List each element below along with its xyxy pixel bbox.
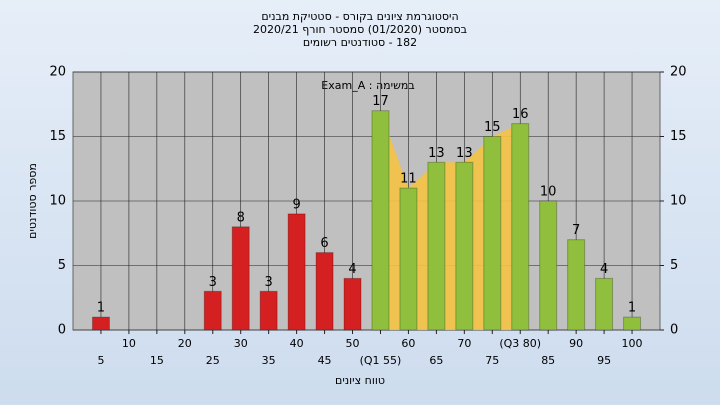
bar bbox=[399, 188, 417, 330]
bar bbox=[371, 110, 389, 330]
x-tick-label: 90 bbox=[569, 337, 583, 350]
bar-shade bbox=[623, 316, 642, 331]
data-label: 4 bbox=[348, 262, 356, 277]
bar bbox=[567, 239, 585, 330]
bar-shade bbox=[595, 277, 614, 331]
bar-shade bbox=[287, 213, 306, 331]
data-label: 6 bbox=[320, 236, 328, 251]
data-label: 13 bbox=[428, 146, 445, 161]
bar bbox=[92, 317, 110, 330]
x-tick-label: 75 bbox=[485, 354, 499, 367]
y-tick-label: 0 bbox=[58, 323, 66, 338]
x-tick-label: 10 bbox=[122, 337, 136, 350]
x-axis-label: טווח ציונים bbox=[335, 374, 385, 387]
data-label: 11 bbox=[400, 172, 417, 187]
bar-shade bbox=[203, 290, 222, 331]
x-tick-label: (Q1 55) bbox=[360, 354, 402, 367]
bar-shade bbox=[511, 123, 530, 331]
x-tick-label: (Q3 80) bbox=[499, 337, 541, 350]
bar bbox=[483, 136, 501, 330]
x-tick-label: 40 bbox=[290, 337, 304, 350]
data-label: 9 bbox=[292, 197, 300, 212]
x-tick-label: 85 bbox=[541, 354, 555, 367]
y2-tick-label: 15 bbox=[670, 129, 687, 144]
y2-tick-label: 10 bbox=[670, 194, 687, 209]
bar bbox=[427, 162, 445, 330]
x-tick-label: 20 bbox=[178, 337, 192, 350]
chart-title: היסטוגרמת ציונים בקורס - סטטיקת מבנים bbox=[261, 10, 458, 23]
x-tick-label: 45 bbox=[318, 354, 332, 367]
bar bbox=[260, 291, 278, 330]
bar-shade bbox=[231, 226, 250, 331]
x-tick-label: 30 bbox=[234, 337, 248, 350]
bar bbox=[595, 278, 613, 330]
bar-shade bbox=[399, 187, 418, 331]
x-tick-label: 100 bbox=[622, 337, 643, 350]
bar bbox=[623, 317, 641, 330]
y-tick-label: 10 bbox=[49, 194, 66, 209]
y-axis-label: מספר סטודנטים bbox=[26, 163, 39, 239]
annotation: במשימה : Exam_A bbox=[321, 79, 414, 92]
y-tick-label: 20 bbox=[49, 65, 66, 80]
bar-shade bbox=[371, 110, 390, 331]
data-label: 3 bbox=[265, 275, 273, 290]
bar-shade bbox=[455, 161, 474, 331]
bar-shade bbox=[91, 316, 110, 331]
data-label: 17 bbox=[372, 94, 389, 109]
data-label: 16 bbox=[512, 107, 529, 122]
x-tick-label: 65 bbox=[429, 354, 443, 367]
bar bbox=[539, 201, 557, 330]
x-tick-label: 35 bbox=[262, 354, 276, 367]
bar bbox=[232, 226, 250, 330]
data-label: 7 bbox=[572, 223, 580, 238]
bar bbox=[344, 278, 362, 330]
bar bbox=[288, 213, 306, 330]
data-label: 13 bbox=[456, 146, 473, 161]
y2-tick-label: 0 bbox=[670, 323, 678, 338]
bar-shade bbox=[567, 239, 586, 331]
y2-tick-label: 5 bbox=[670, 258, 678, 273]
bar-shade bbox=[427, 161, 446, 331]
bar-shade bbox=[539, 200, 558, 331]
bar bbox=[511, 123, 529, 330]
data-label: 1 bbox=[97, 301, 105, 316]
bar-shade bbox=[315, 252, 334, 331]
y2-tick-label: 20 bbox=[670, 65, 687, 80]
x-tick-label: 95 bbox=[597, 354, 611, 367]
data-label: 4 bbox=[600, 262, 608, 277]
bar bbox=[204, 291, 222, 330]
data-label: 10 bbox=[540, 185, 557, 200]
y-tick-label: 5 bbox=[58, 258, 66, 273]
data-label: 8 bbox=[237, 210, 245, 225]
bar bbox=[316, 252, 334, 330]
x-tick-label: 70 bbox=[457, 337, 471, 350]
data-label: 3 bbox=[209, 275, 217, 290]
bar-shade bbox=[343, 277, 362, 331]
x-tick-label: 50 bbox=[346, 337, 360, 350]
data-label: 15 bbox=[484, 120, 501, 135]
y-tick-label: 15 bbox=[49, 129, 66, 144]
x-tick-label: 25 bbox=[206, 354, 220, 367]
x-tick-label: 15 bbox=[150, 354, 164, 367]
bar-shade bbox=[259, 290, 278, 331]
chart-subtitle: 182 - סטודנטים רשומים bbox=[303, 36, 417, 49]
x-tick-label: 5 bbox=[97, 354, 104, 367]
data-label: 1 bbox=[628, 301, 636, 316]
x-tick-label: 60 bbox=[401, 337, 415, 350]
chart-subtitle: בסמסטר (01/2020) סמסטר חורף 2020/21 bbox=[253, 23, 467, 36]
bar bbox=[455, 162, 473, 330]
bar-shade bbox=[483, 136, 502, 331]
